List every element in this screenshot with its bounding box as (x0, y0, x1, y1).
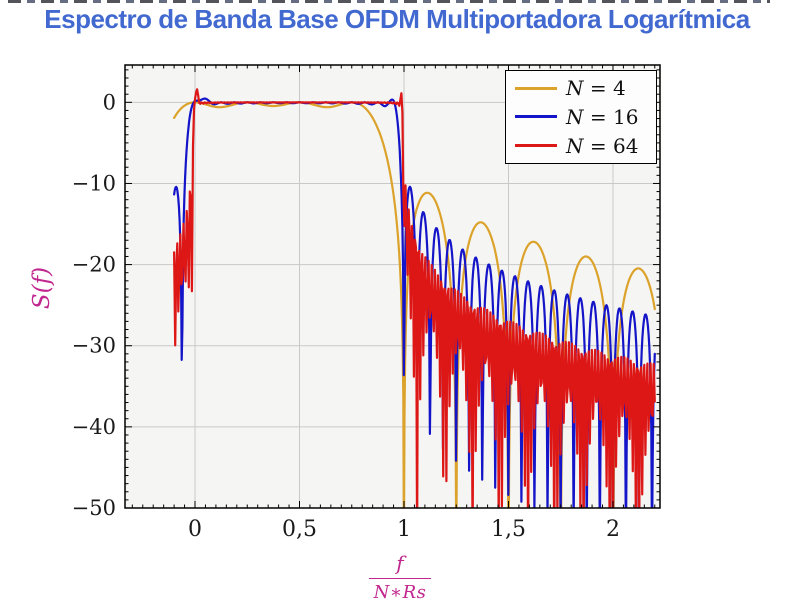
legend-label-n4: N = 4 (566, 76, 626, 101)
y-tick-label: −40 (72, 415, 116, 439)
legend-line-swatch-n16 (515, 115, 557, 119)
y-tick-label: −20 (72, 253, 116, 277)
legend: N = 4 N = 16 N = 64 (505, 70, 657, 164)
y-tick-label: 0 (103, 90, 116, 114)
legend-item-n16: N = 16 (515, 105, 656, 129)
x-tick-label: 0,5 (282, 517, 317, 542)
x-tick-label: 1 (397, 517, 411, 542)
y-axis-label: S(f) (29, 266, 55, 310)
y-tick-label: −10 (72, 171, 116, 195)
page-title: Espectro de Banda Base OFDM Multiportado… (44, 4, 750, 34)
x-tick-label: 2 (606, 517, 620, 542)
plot-frame (124, 64, 661, 509)
legend-item-n64: N = 64 (515, 134, 656, 158)
x-tick-label: 0 (188, 517, 202, 542)
legend-label-n64: N = 64 (566, 133, 639, 158)
x-label-numerator: f (396, 551, 404, 575)
clipped-content-artifact (8, 0, 770, 3)
x-axis-label: f N∗Rs (369, 551, 431, 603)
y-tick-label: −30 (72, 334, 116, 358)
curves-layer (173, 88, 656, 508)
fraction-bar-icon (369, 578, 431, 579)
legend-label-n16: N = 16 (566, 104, 639, 129)
legend-line-swatch-n64 (515, 144, 557, 148)
legend-line-swatch-n4 (515, 86, 557, 90)
legend-item-n4: N = 4 (515, 76, 656, 100)
x-label-denominator: N∗Rs (373, 582, 427, 603)
y-tick-label: −50 (72, 496, 116, 520)
x-tick-label: 1,5 (491, 517, 526, 542)
series-line-n64 (173, 88, 656, 508)
